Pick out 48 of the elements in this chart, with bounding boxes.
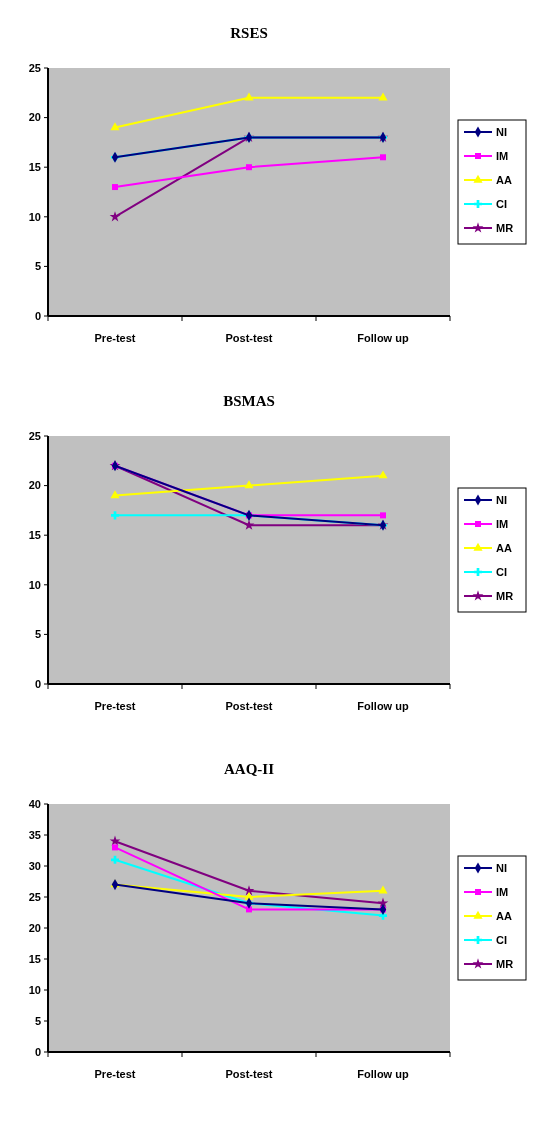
legend-label: IM: [496, 149, 509, 162]
y-tick-label: 15: [28, 161, 41, 174]
legend-label: MR: [496, 957, 514, 970]
y-tick-label: 15: [28, 952, 41, 965]
x-tick-label: Pre-test: [94, 1068, 136, 1080]
y-tick-label: 25: [28, 61, 41, 74]
x-tick-label: Post-test: [225, 700, 273, 712]
x-tick-label: Pre-test: [94, 700, 136, 712]
y-tick-label: 40: [28, 797, 41, 810]
x-tick-label: Follow up: [357, 332, 409, 344]
y-tick-label: 20: [28, 479, 41, 492]
y-tick-label: 35: [28, 828, 41, 841]
x-tick-label: Post-test: [225, 1068, 273, 1080]
legend-label: CI: [496, 933, 507, 946]
legend-label: NI: [496, 493, 507, 506]
y-tick-label: 30: [28, 859, 41, 872]
y-tick-label: 0: [34, 1045, 41, 1058]
y-tick-label: 20: [28, 921, 41, 934]
chart-title: BSMAS: [223, 393, 275, 409]
legend-label: NI: [496, 861, 507, 874]
legend-label: IM: [496, 517, 509, 530]
legend-label: NI: [496, 125, 507, 138]
y-tick-label: 15: [28, 529, 41, 542]
y-tick-label: 0: [34, 309, 41, 322]
y-tick-label: 0: [34, 677, 41, 690]
x-tick-label: Post-test: [225, 332, 273, 344]
y-tick-label: 10: [28, 578, 41, 591]
y-tick-label: 20: [28, 111, 41, 124]
legend-label: MR: [496, 221, 514, 234]
y-tick-label: 25: [28, 429, 41, 442]
chart-title: AAQ-II: [223, 761, 275, 777]
chart-title: RSES: [230, 25, 268, 41]
y-tick-label: 5: [34, 260, 41, 273]
y-tick-label: 5: [34, 1014, 41, 1027]
y-tick-label: 5: [34, 628, 41, 641]
x-tick-label: Pre-test: [94, 332, 136, 344]
x-tick-label: Follow up: [357, 1068, 409, 1080]
legend-label: IM: [496, 885, 509, 898]
y-tick-label: 10: [28, 210, 41, 223]
legend-label: MR: [496, 589, 514, 602]
legend-label: AA: [496, 909, 512, 922]
x-tick-label: Follow up: [357, 700, 409, 712]
y-tick-label: 25: [28, 890, 41, 903]
legend-label: AA: [496, 173, 512, 186]
legend-label: AA: [496, 541, 512, 554]
legend-label: CI: [496, 565, 507, 578]
legend-label: CI: [496, 197, 507, 210]
y-tick-label: 10: [28, 983, 41, 996]
